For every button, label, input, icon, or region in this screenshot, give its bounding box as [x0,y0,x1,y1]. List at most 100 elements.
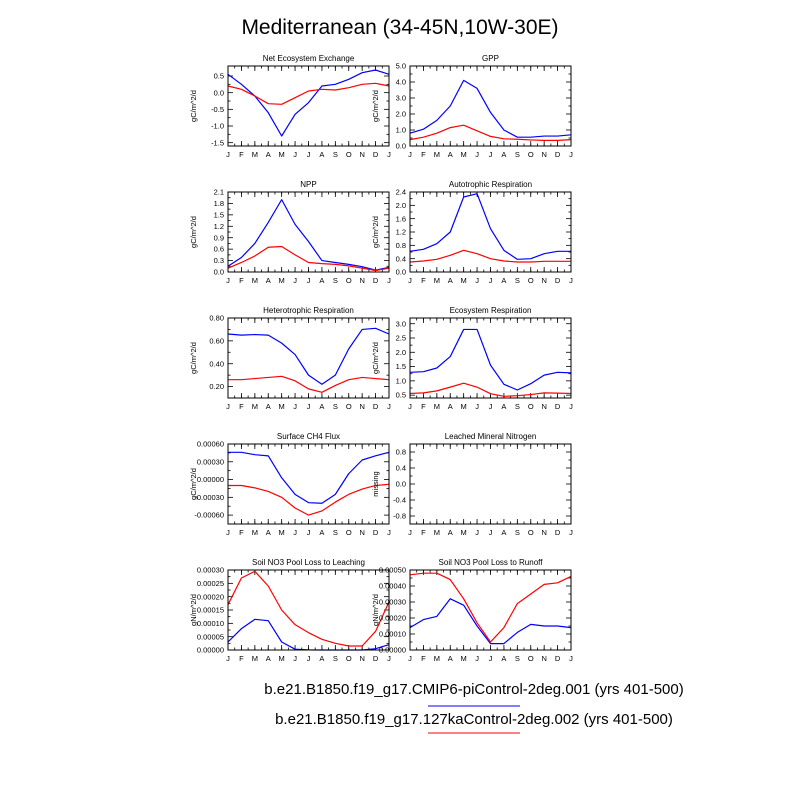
x-tick-label: D [373,150,379,159]
x-tick-label: N [359,150,364,159]
x-tick-label: A [319,654,324,663]
x-tick-label: F [239,276,244,285]
figure-title: Mediterranean (34-45N,10W-30E) [241,16,558,39]
y-tick-label: 2.1 [214,188,224,197]
x-tick-label: J [387,150,391,159]
x-tick-label: J [226,150,230,159]
x-tick-label: M [252,150,258,159]
x-tick-label: J [489,150,493,159]
x-tick-label: M [461,528,467,537]
series-line-run1 [227,327,390,385]
x-tick-label: S [333,402,338,411]
x-tick-label: O [346,654,352,663]
x-tick-label: D [555,150,561,159]
x-tick-label: N [541,402,546,411]
panel-title: Leached Mineral Nitrogen [445,432,537,441]
legend-label-run1: b.e21.B1850.f19_g17.CMIP6-piControl-2deg… [264,681,683,698]
y-tick-label: 0.00030 [379,598,406,607]
x-tick-label: N [359,654,364,663]
x-tick-label: M [434,150,440,159]
x-tick-label: O [528,528,534,537]
x-tick-label: M [279,402,285,411]
y-tick-label: -1.0 [211,122,224,131]
y-tick-label: 0.0 [214,268,224,277]
y-axis-label: gC/m^2/d [189,216,198,248]
legend-label-run2: b.e21.B1850.f19_g17.127kaControl-2deg.00… [275,711,673,728]
x-tick-label: O [528,276,534,285]
x-tick-label: F [421,528,426,537]
plot-frame [409,443,572,525]
y-tick-label: 0.3 [214,256,224,265]
x-tick-label: M [434,402,440,411]
y-tick-label: 0.00000 [379,646,406,655]
x-tick-label: D [373,654,379,663]
y-tick-label: 3.0 [396,94,406,103]
y-axis-label: gC/m^2/d [189,342,198,374]
y-tick-label: -1.5 [211,138,224,147]
x-tick-label: J [293,528,297,537]
y-tick-label: 0.00040 [379,582,406,591]
x-tick-label: D [373,528,379,537]
y-tick-label: 2.0 [396,348,406,357]
y-tick-label: 2.5 [396,334,406,343]
y-tick-label: 0.20 [209,382,224,391]
y-tick-label: 0.5 [396,391,406,400]
series-line-run2 [227,245,390,272]
y-tick-label: 0.00050 [379,566,406,575]
x-tick-label: S [515,528,520,537]
y-tick-label: 1.8 [214,199,224,208]
x-tick-label: D [555,402,561,411]
y-tick-label: 0.4 [396,254,406,263]
x-tick-label: A [501,276,506,285]
panel-title: Soil NO3 Pool Loss to Leaching [252,558,365,567]
x-tick-label: S [333,654,338,663]
x-tick-label: D [555,276,561,285]
y-axis-label: gC/m^2/d [371,90,380,122]
plot-frame [409,569,572,651]
y-tick-label: -0.4 [393,496,406,505]
x-tick-label: A [448,528,453,537]
x-tick-label: M [279,150,285,159]
x-tick-label: J [226,402,230,411]
x-tick-label: J [475,528,479,537]
x-tick-label: J [307,402,311,411]
y-tick-label: 0.00015 [197,606,224,615]
x-tick-label: F [239,150,244,159]
legend: b.e21.B1850.f19_g17.CMIP6-piControl-2deg… [264,681,684,734]
y-tick-label: 0.00000 [197,646,224,655]
x-tick-label: J [569,276,573,285]
y-tick-label: -0.5 [211,105,224,114]
y-tick-label: 0.80 [209,314,224,323]
x-tick-label: J [475,654,479,663]
y-tick-label: 0.8 [396,448,406,457]
x-tick-label: J [293,150,297,159]
series-line-run2 [227,570,390,647]
series-line-run1 [227,199,390,271]
x-tick-label: J [569,402,573,411]
y-tick-label: 1.2 [214,222,224,231]
x-tick-label: S [515,654,520,663]
series-line-run1 [409,193,571,260]
plot-frame [227,443,390,525]
x-tick-label: J [293,654,297,663]
y-tick-label: 2.4 [396,188,406,197]
x-tick-label: M [434,276,440,285]
x-tick-label: J [408,528,412,537]
x-tick-label: S [515,150,520,159]
y-tick-label: 0.00060 [197,440,224,449]
x-tick-label: N [359,402,364,411]
x-tick-label: F [239,528,244,537]
x-tick-label: J [475,276,479,285]
x-tick-label: J [489,402,493,411]
x-tick-label: A [266,276,271,285]
x-tick-label: A [319,150,324,159]
x-tick-label: J [489,276,493,285]
x-tick-label: D [373,276,379,285]
x-tick-label: S [333,528,338,537]
y-tick-label: 1.6 [396,214,406,223]
